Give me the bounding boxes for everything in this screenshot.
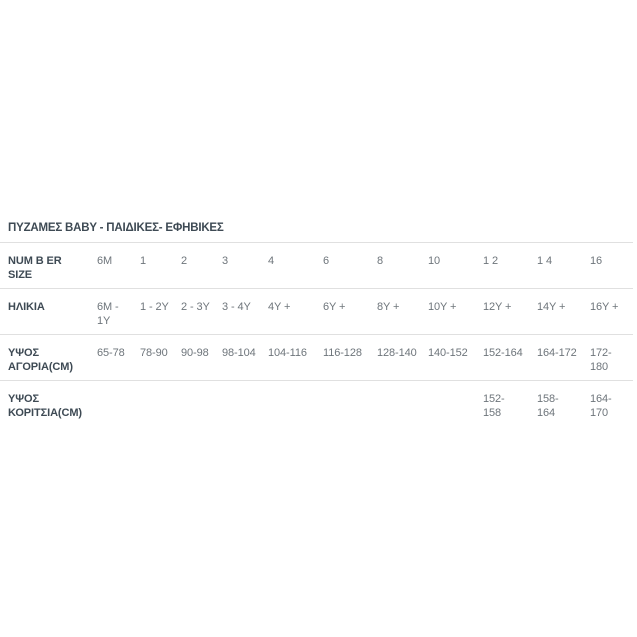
- table-cell: [222, 380, 268, 426]
- row-label-age: ΗΛΙΚΙΑ: [0, 288, 97, 335]
- table-cell: 1 - 2Y: [140, 288, 181, 335]
- table-cell: 78-90: [140, 334, 181, 381]
- table-cell: 1 4: [537, 242, 590, 289]
- table-cell: 6: [323, 242, 377, 289]
- table-cell: 6M - 1Y: [97, 288, 140, 335]
- table-cell: 2: [181, 242, 222, 289]
- table-cell: 4Y +: [268, 288, 323, 335]
- size-chart-section: ΠΥΖΑΜΕΣ BABY - ΠΑΙΔΙΚΕΣ- ΕΦΗΒΙΚΕΣ NUM B …: [0, 221, 633, 426]
- table-cell: 128-140: [377, 334, 428, 381]
- table-cell: 98-104: [222, 334, 268, 381]
- table-cell: 10: [428, 242, 483, 289]
- table-cell: [140, 380, 181, 426]
- table-cell: 140-152: [428, 334, 483, 381]
- table-cell: [428, 380, 483, 426]
- size-chart-title: ΠΥΖΑΜΕΣ BABY - ΠΑΙΔΙΚΕΣ- ΕΦΗΒΙΚΕΣ: [8, 222, 224, 234]
- table-cell: 104-116: [268, 334, 323, 381]
- table-row-height-boys: ΥΨΟΣ ΑΓΟΡΙΑ(CM) 65-78 78-90 90-98 98-104…: [0, 334, 633, 381]
- table-cell: 10Y +: [428, 288, 483, 335]
- table-cell: 2 - 3Y: [181, 288, 222, 335]
- table-cell: 4: [268, 242, 323, 289]
- table-cell: 12Y +: [483, 288, 537, 335]
- table-cell: [181, 380, 222, 426]
- row-label-number-size: NUM B ER SIZE: [0, 242, 97, 289]
- table-cell: 172-180: [590, 334, 633, 381]
- table-cell: 8: [377, 242, 428, 289]
- table-cell: 90-98: [181, 334, 222, 381]
- table-cell: 3 - 4Y: [222, 288, 268, 335]
- table-cell: 164-172: [537, 334, 590, 381]
- table-cell: 164-170: [590, 380, 633, 426]
- row-label-height-girls: ΥΨΟΣ ΚΟΡΙΤΣΙΑ(CM): [0, 380, 97, 426]
- table-cell: 152- 158: [483, 380, 537, 426]
- table-cell: 116-128: [323, 334, 377, 381]
- table-cell: 1: [140, 242, 181, 289]
- table-row-height-girls: ΥΨΟΣ ΚΟΡΙΤΣΙΑ(CM) 152- 158 158- 164 164-…: [0, 380, 633, 426]
- table-cell: 16Y +: [590, 288, 633, 335]
- table-cell: 14Y +: [537, 288, 590, 335]
- table-row-age: ΗΛΙΚΙΑ 6M - 1Y 1 - 2Y 2 - 3Y 3 - 4Y 4Y +…: [0, 288, 633, 335]
- table-cell: 3: [222, 242, 268, 289]
- table-cell: 16: [590, 242, 633, 289]
- table-cell: 65-78: [97, 334, 140, 381]
- table-cell: 158- 164: [537, 380, 590, 426]
- table-cell: [268, 380, 323, 426]
- table-cell: 6Y +: [323, 288, 377, 335]
- table-cell: 8Y +: [377, 288, 428, 335]
- table-cell: 152-164: [483, 334, 537, 381]
- table-cell: [97, 380, 140, 426]
- table-cell: [323, 380, 377, 426]
- table-row-number-size: NUM B ER SIZE 6M 1 2 3 4 6 8 10 1 2 1 4 …: [0, 242, 633, 289]
- table-cell: [377, 380, 428, 426]
- size-chart-table: NUM B ER SIZE 6M 1 2 3 4 6 8 10 1 2 1 4 …: [0, 242, 633, 426]
- row-label-height-boys: ΥΨΟΣ ΑΓΟΡΙΑ(CM): [0, 334, 97, 381]
- table-cell: 1 2: [483, 242, 537, 289]
- table-cell: 6M: [97, 242, 140, 289]
